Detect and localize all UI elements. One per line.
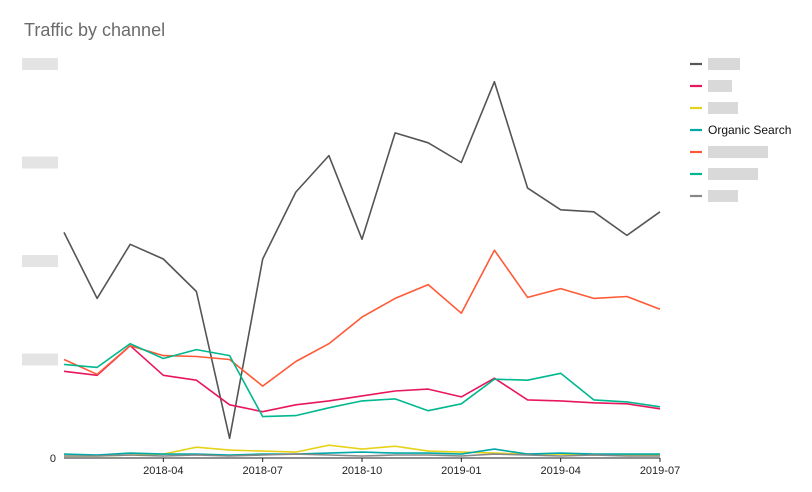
x-tick-label: 2018-10 — [342, 465, 382, 477]
x-axis: 2018-04 2018-07 2018-10 2019-01 2019-04 2019-… — [64, 457, 680, 477]
legend-label-redacted — [708, 80, 732, 92]
series-line-5 — [63, 342, 661, 418]
legend-label-redacted — [708, 168, 758, 180]
legend-label-redacted — [708, 146, 768, 158]
x-tick-label: 2018-07 — [242, 465, 282, 477]
series-line-4 — [63, 249, 661, 387]
legend-label-redacted — [708, 58, 740, 70]
legend-label-redacted — [708, 102, 738, 114]
x-tick-label: 2019-01 — [441, 465, 481, 477]
x-tick-label: 2018-04 — [143, 465, 183, 477]
x-tick-label: 2019-04 — [540, 465, 580, 477]
series-line-0 — [63, 80, 661, 440]
y-tick-label-redacted — [22, 58, 58, 70]
series-line-1 — [63, 344, 661, 413]
series-line-6 — [64, 453, 660, 457]
y-tick-label-redacted — [22, 255, 58, 267]
series-layer — [63, 80, 661, 457]
y-axis: 0 — [22, 58, 58, 465]
y-tick-label: 0 — [50, 453, 56, 465]
chart-title: Traffic by channel — [24, 20, 166, 40]
legend-label-redacted — [708, 190, 738, 202]
x-tick-label: 2019-07 — [640, 465, 680, 477]
y-tick-label-redacted — [22, 353, 58, 366]
legend-label: Organic Search — [708, 123, 791, 137]
legend: Organic Search — [690, 58, 791, 202]
series-line-3 — [63, 448, 660, 456]
y-tick-label-redacted — [22, 156, 58, 169]
